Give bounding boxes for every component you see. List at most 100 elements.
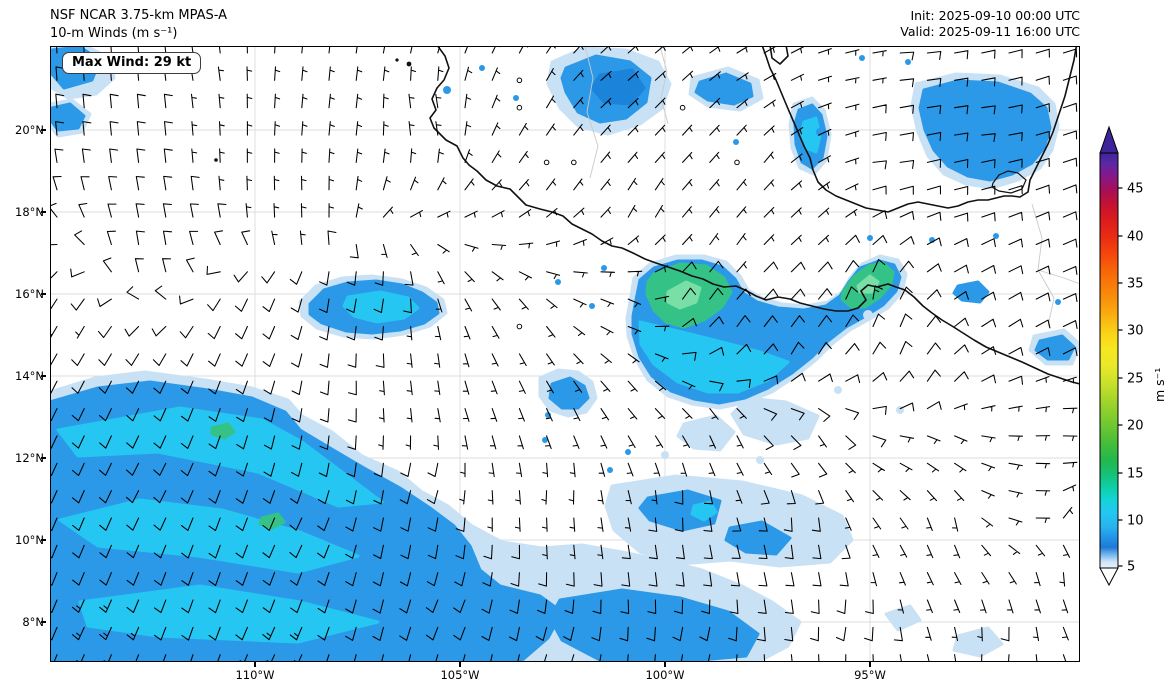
colorbar: 45 40 35 30 25 20 15 10 5	[1099, 125, 1144, 587]
state-border	[584, 46, 599, 179]
wind-speed-spot-pale	[834, 386, 842, 394]
wind-speed-contour-green	[258, 512, 286, 530]
field-title: 10-m Winds (m s⁻¹)	[50, 26, 178, 41]
wind-speed-spot-blue	[443, 86, 451, 94]
colorbar-tick-label: 30	[1127, 324, 1144, 339]
colorbar-bar	[1099, 152, 1119, 569]
wind-speed-contour-pale	[604, 474, 854, 568]
island	[214, 158, 218, 162]
init-time-label: Init: 2025-09-10 00:00 UTC	[910, 8, 1080, 23]
wind-speed-contour-greenlight	[666, 280, 702, 310]
x-axis-tick	[459, 662, 461, 667]
y-axis-tick	[41, 211, 46, 213]
colorbar-over-arrow	[1099, 125, 1119, 154]
wind-speed-spot-blue	[545, 412, 551, 418]
x-axis-tick-label: 105°W	[440, 668, 480, 682]
colorbar-tick-label: 20	[1127, 419, 1144, 434]
y-axis-tick	[41, 129, 46, 131]
colorbar-tick-label: 25	[1127, 372, 1144, 387]
wind-speed-spot-pale	[756, 456, 764, 464]
wind-speed-contour-cyan	[799, 116, 822, 154]
calm-circle	[516, 323, 523, 330]
wind-speed-contour-blue	[724, 520, 792, 556]
y-axis-tick	[41, 375, 46, 377]
wind-map-plot-area	[50, 46, 1080, 662]
x-axis-tick	[254, 662, 256, 667]
colorbar-tick-label: 5	[1127, 560, 1135, 575]
wind-speed-contour-blue	[638, 489, 722, 532]
x-axis-tick-label: 110°W	[235, 668, 275, 682]
colorbar-under-arrow	[1099, 567, 1119, 587]
wind-speed-contour-blue	[50, 102, 86, 132]
colorbar-tick-label: 35	[1127, 277, 1144, 292]
valid-time-label: Valid: 2025-09-11 16:00 UTC	[900, 24, 1080, 39]
y-axis-tick-label: 10°N	[15, 533, 44, 547]
calm-circle	[516, 104, 523, 111]
lagoon-outline	[991, 170, 1027, 194]
y-axis-tick	[41, 457, 46, 459]
calm-circle	[734, 159, 740, 166]
y-axis-tick-label: 8°N	[22, 615, 44, 629]
model-title: NSF NCAR 3.75-km MPAS-A	[50, 8, 228, 23]
x-axis-tick	[869, 662, 871, 667]
wind-speed-contour-cyan	[56, 406, 384, 508]
wind-speed-spot-blue	[993, 233, 999, 239]
y-axis-tick-label: 16°N	[15, 287, 44, 301]
x-axis-tick-label: 100°W	[645, 668, 685, 682]
colorbar-tick-label: 15	[1127, 467, 1144, 482]
y-axis-tick-label: 20°N	[15, 123, 44, 137]
state-border	[1031, 203, 1055, 327]
wind-speed-spot-blue	[607, 467, 613, 473]
y-axis-tick-label: 14°N	[15, 369, 44, 383]
calm-circle	[679, 104, 686, 111]
x-axis-tick	[664, 662, 666, 667]
wind-speed-spot-blue	[479, 65, 485, 71]
coastline	[769, 46, 789, 65]
y-axis-tick	[41, 621, 46, 623]
y-axis-tick	[41, 539, 46, 541]
wind-speed-contour-blue	[952, 280, 990, 304]
wind-speed-spot-blue	[859, 55, 865, 61]
wind-speed-contour-blue	[694, 72, 754, 106]
wind-speed-spot-blue	[542, 437, 548, 443]
wind-speed-spot-blue	[513, 95, 519, 101]
wind-speed-contour-blue	[548, 376, 590, 410]
wind-speed-spot-blue	[625, 449, 631, 455]
wind-speed-spot-blue	[1055, 299, 1061, 305]
coastline	[429, 46, 1080, 385]
state-border	[659, 46, 669, 125]
wind-speed-spot-blue	[733, 139, 739, 145]
wind-speed-contour-blue	[548, 588, 760, 662]
wind-speed-contour-cyan	[58, 498, 360, 574]
wind-speed-spot-blue	[555, 279, 561, 285]
wind-speed-contour-cyan	[690, 500, 718, 522]
wind-speed-spot-pale	[661, 451, 669, 459]
wind-speed-spot-blue	[589, 303, 595, 309]
y-axis-tick-label: 12°N	[15, 451, 44, 465]
calm-circle	[571, 159, 577, 166]
wind-speed-spot-pale	[863, 310, 873, 320]
calm-circle	[516, 77, 523, 84]
wind-speed-contour-green	[210, 422, 236, 440]
colorbar-tick-label: 45	[1127, 182, 1144, 197]
wind-speed-spot-blue	[905, 59, 911, 65]
max-wind-badge: Max Wind: 29 kt	[62, 52, 202, 74]
wind-speed-spot-blue	[867, 235, 873, 241]
coastline	[761, 46, 1078, 213]
wind-speed-contour-pale	[730, 396, 820, 446]
y-axis-tick-label: 18°N	[15, 205, 44, 219]
wind-speed-spot-blue	[601, 265, 607, 271]
wind-speed-contour-pale	[952, 626, 1004, 658]
calm-circle	[543, 159, 550, 166]
x-axis-tick-label: 95°W	[854, 668, 886, 682]
calm-circles	[516, 77, 740, 330]
wind-speed-contour-cyan	[638, 320, 790, 394]
colorbar-tick-label: 10	[1127, 514, 1144, 529]
wind-speed-contour-cyan	[78, 584, 380, 644]
island	[406, 61, 412, 67]
state-border	[1037, 269, 1080, 285]
y-axis-tick	[41, 293, 46, 295]
colorbar-tick-label: 40	[1127, 230, 1144, 245]
island	[395, 58, 399, 62]
